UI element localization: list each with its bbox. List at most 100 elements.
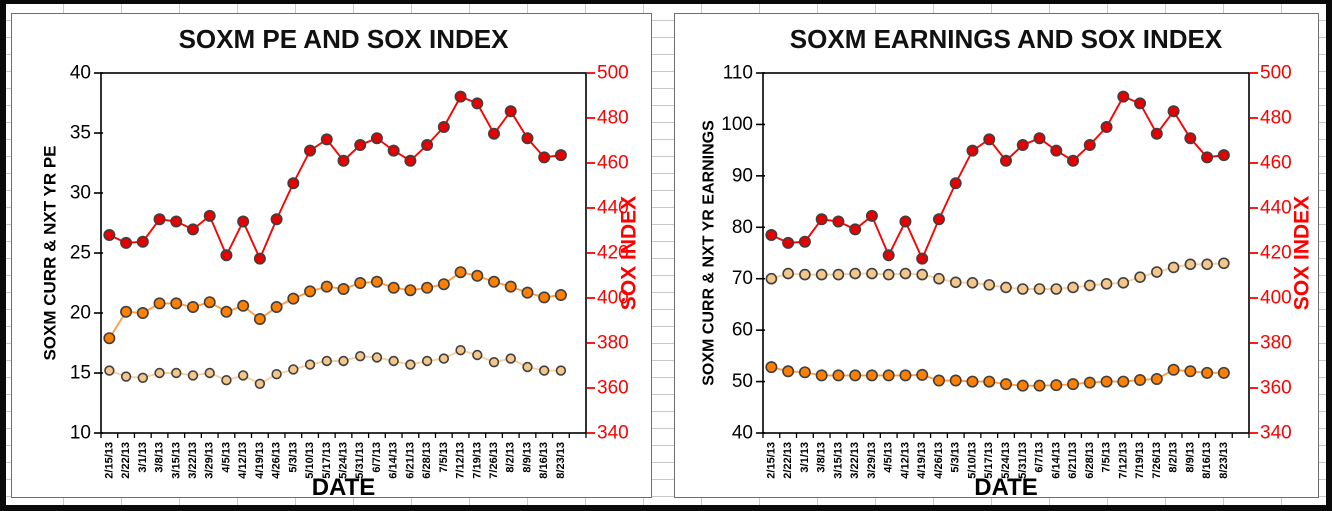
x-tick-label: 2/15/13: [103, 442, 115, 479]
series-line-soxm-nxt-yr-earnings: [771, 262, 1224, 290]
data-point-sox-index: [354, 139, 367, 152]
data-point-soxm-nxt-yr-pe: [271, 369, 282, 380]
data-point-sox-index: [798, 235, 811, 248]
x-tick-label: 4/12/13: [899, 442, 911, 479]
data-point-soxm-nxt-yr-earnings: [1016, 283, 1029, 295]
data-point-sox-index: [488, 127, 501, 140]
x-tick-label: 2/22/13: [120, 442, 132, 479]
data-point-soxm-curr-yr-earnings: [1067, 378, 1080, 391]
data-point-soxm-nxt-yr-pe: [137, 372, 149, 383]
data-point-soxm-curr-yr-earnings: [1167, 363, 1180, 376]
y-left-tick-label: 35: [70, 123, 91, 144]
data-point-sox-index: [832, 215, 845, 228]
y-left-tick-label: 15: [70, 363, 91, 384]
data-point-soxm-nxt-yr-earnings: [916, 268, 929, 281]
x-tick-label: 6/7/13: [371, 442, 383, 473]
data-point-sox-index: [521, 132, 534, 145]
x-tick-label: 7/12/13: [1117, 442, 1129, 479]
data-point-sox-index: [186, 223, 199, 236]
data-point-soxm-nxt-yr-earnings: [832, 268, 845, 281]
data-point-soxm-nxt-yr-earnings: [1117, 277, 1130, 289]
data-point-soxm-curr-yr-pe: [320, 280, 333, 293]
x-tick-label: 5/24/13: [338, 442, 350, 479]
data-point-soxm-nxt-yr-earnings: [1151, 266, 1163, 278]
data-point-soxm-curr-yr-pe: [354, 276, 367, 289]
chart-card-earnings[interactable]: SOXM EARNINGS AND SOX INDEX 110 100 90 80 70…: [674, 13, 1319, 499]
data-point-sox-index: [1217, 149, 1230, 162]
data-point-sox-index: [1201, 151, 1214, 164]
x-tick-label: 8/16/13: [538, 442, 550, 479]
x-axis-title: DATE: [312, 474, 376, 499]
data-point-soxm-curr-yr-pe: [421, 281, 434, 294]
x-tick-label: 7/5/13: [1101, 442, 1113, 473]
data-point-soxm-nxt-yr-earnings: [983, 279, 996, 291]
data-point-sox-index: [387, 144, 400, 157]
data-point-soxm-nxt-yr-pe: [338, 355, 349, 367]
data-point-soxm-nxt-yr-pe: [355, 351, 366, 362]
y-left-axis-title: SOXM CURR & NXT YR PE: [41, 145, 60, 360]
data-point-soxm-nxt-yr-pe: [171, 367, 182, 379]
data-point-soxm-nxt-yr-earnings: [1033, 283, 1046, 295]
x-tick-label: 7/19/13: [1134, 442, 1146, 479]
x-axis-title: DATE: [974, 474, 1038, 499]
y-right-tick-label: 340: [1260, 423, 1292, 444]
x-tick-label: 2/22/13: [782, 442, 794, 479]
data-point-sox-index: [471, 97, 484, 110]
data-point-soxm-curr-yr-earnings: [1083, 376, 1096, 389]
chart-card-pe[interactable]: SOXM PE AND SOX INDEX 40 35 30 25 20 15 10 500 4…: [11, 13, 652, 499]
data-point-soxm-nxt-yr-pe: [522, 361, 533, 373]
data-point-soxm-curr-yr-earnings: [1117, 375, 1130, 388]
data-point-soxm-nxt-yr-earnings: [849, 267, 861, 280]
data-point-sox-index: [1134, 97, 1147, 110]
x-tick-label: 3/1/13: [799, 442, 811, 473]
data-point-soxm-curr-yr-pe: [120, 305, 133, 318]
data-point-sox-index: [916, 252, 929, 265]
data-point-sox-index: [849, 223, 862, 236]
y-right-tick-label: 480: [597, 108, 629, 129]
data-point-sox-index: [203, 209, 216, 222]
data-point-soxm-curr-yr-pe: [370, 275, 383, 288]
data-point-soxm-curr-yr-earnings: [1201, 366, 1214, 379]
x-tick-label: 3/1/13: [137, 442, 149, 473]
y-left-tick-label: 40: [732, 423, 753, 444]
data-point-soxm-nxt-yr-earnings: [1184, 258, 1197, 271]
data-point-soxm-curr-yr-earnings: [932, 374, 945, 387]
data-point-soxm-nxt-yr-pe: [388, 355, 399, 367]
data-point-soxm-nxt-yr-earnings: [1000, 281, 1012, 294]
x-tick-label: 5/10/13: [304, 442, 316, 479]
x-tick-label: 4/26/13: [271, 442, 283, 479]
x-tick-label: 8/16/13: [1201, 442, 1213, 479]
data-point-soxm-nxt-yr-earnings: [782, 267, 794, 280]
data-point-soxm-curr-yr-earnings: [983, 375, 996, 388]
chart-title-pe: SOXM PE AND SOX INDEX: [178, 24, 509, 54]
data-point-soxm-curr-yr-pe: [337, 282, 350, 295]
x-tick-label: 4/5/13: [883, 442, 895, 473]
x-tick-label: 3/29/13: [204, 442, 216, 479]
data-point-soxm-curr-yr-pe: [203, 296, 216, 309]
data-point-soxm-nxt-yr-earnings: [1067, 281, 1079, 294]
data-point-soxm-curr-yr-pe: [404, 284, 417, 297]
data-point-soxm-curr-yr-pe: [488, 275, 501, 288]
y-left-tick-label: 10: [70, 423, 91, 444]
data-point-sox-index: [815, 213, 828, 226]
y-right-tick-label: 400: [1260, 288, 1292, 309]
data-point-soxm-nxt-yr-pe: [488, 357, 500, 368]
data-point-soxm-nxt-yr-pe: [254, 378, 266, 389]
data-point-soxm-curr-yr-earnings: [949, 374, 962, 387]
x-tick-label: 6/14/13: [1050, 442, 1062, 479]
y-right-tick-label: 380: [1260, 333, 1292, 354]
data-point-sox-index: [253, 252, 266, 265]
y-right-tick-label: 460: [597, 153, 629, 174]
data-point-sox-index: [999, 154, 1012, 167]
data-point-soxm-nxt-yr-earnings: [949, 276, 962, 289]
data-point-soxm-nxt-yr-earnings: [1100, 278, 1113, 290]
data-point-sox-index: [865, 209, 878, 222]
data-point-soxm-curr-yr-earnings: [966, 375, 979, 388]
x-tick-label: 7/26/13: [488, 442, 500, 479]
data-point-sox-index: [1067, 154, 1080, 167]
x-tick-label: 6/7/13: [1034, 442, 1046, 473]
y-left-tick-label: 30: [70, 183, 91, 204]
data-point-soxm-curr-yr-earnings: [882, 369, 895, 382]
data-point-soxm-nxt-yr-earnings: [799, 268, 811, 281]
data-point-soxm-curr-yr-earnings: [999, 378, 1012, 391]
